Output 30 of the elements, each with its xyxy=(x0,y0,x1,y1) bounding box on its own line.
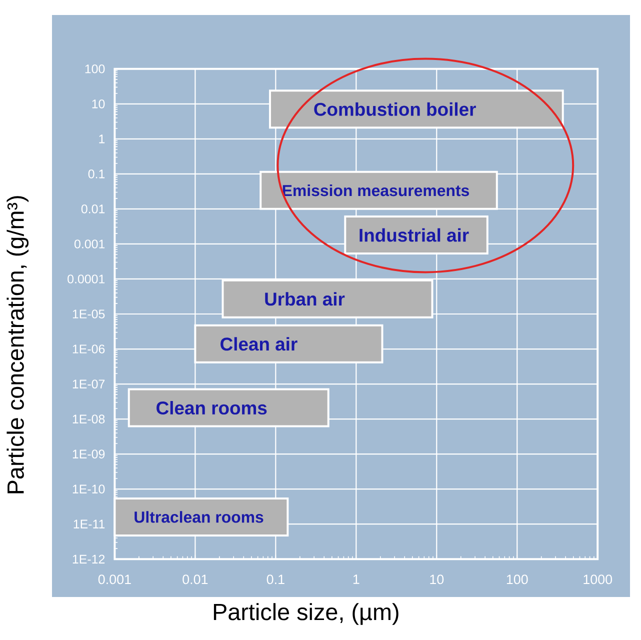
y-tick-label: 0.001 xyxy=(74,240,105,248)
annotation: Urban air xyxy=(265,292,345,306)
y-tick-label: 1E-05 xyxy=(72,310,105,318)
annotation: Combustion boiler xyxy=(314,102,476,116)
annotation: Clean rooms xyxy=(156,400,267,415)
annotation: Clean air xyxy=(220,337,298,351)
y-tick-label: 0.0001 xyxy=(68,274,105,284)
x-tick-label: 0.1 xyxy=(266,574,284,584)
y-tick-label: 10 xyxy=(92,100,105,108)
annotation: Industrial air xyxy=(360,228,469,242)
y-tick-label: 1E-10 xyxy=(72,484,105,494)
annotation: Emission measurements xyxy=(282,184,469,196)
y-tick-label: 1E-12 xyxy=(72,554,105,564)
x-tick-label: 0.01 xyxy=(182,574,208,584)
y-tick-label: 1E-07 xyxy=(72,380,105,388)
y-tick-label: 0.01 xyxy=(81,204,105,214)
x-tick-label: 10 xyxy=(430,574,444,584)
y-tick-label: 1 xyxy=(99,134,105,144)
x-axis-title: Particle size, (µm) xyxy=(214,603,398,625)
x-tick-label: 100 xyxy=(506,574,528,584)
y-tick-label: 1E-08 xyxy=(72,414,105,424)
y-tick-label: 1E-06 xyxy=(72,344,105,354)
x-tick-label: 1000 xyxy=(584,574,612,584)
y-tick-label: 0.1 xyxy=(88,170,105,178)
annotation: Ultraclean rooms xyxy=(134,511,264,523)
y-tick-label: 100 xyxy=(85,64,105,74)
y-tick-label: 1E-09 xyxy=(72,450,105,458)
x-tick-label: 1 xyxy=(353,574,360,584)
y-tick-label: 1E-11 xyxy=(74,520,105,528)
y-axis-title: Particle concentration, (g/m³) xyxy=(6,196,29,494)
